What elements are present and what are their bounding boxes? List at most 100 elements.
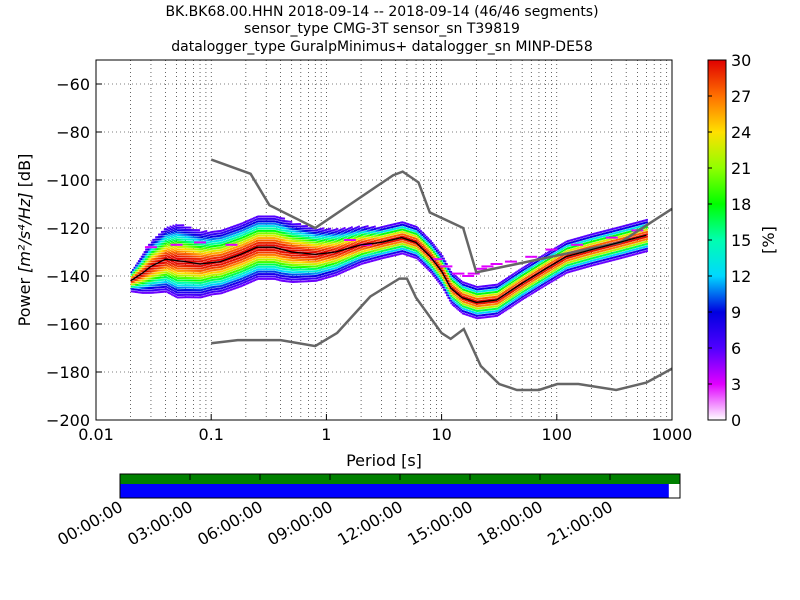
histogram-cell: [183, 241, 186, 244]
histogram-cell: [156, 272, 159, 275]
histogram-cell: [287, 244, 290, 247]
histogram-cell: [201, 272, 203, 275]
histogram-cell: [214, 281, 216, 284]
histogram-cell: [349, 231, 352, 234]
histogram-cell: [217, 292, 219, 295]
histogram-cell: [335, 242, 337, 245]
histogram-cell: [290, 256, 293, 259]
histogram-cell: [255, 215, 258, 218]
histogram-cell: [224, 242, 227, 245]
histogram-cell: [186, 226, 189, 229]
histogram-cell: [221, 260, 224, 263]
histogram-cell: [217, 287, 219, 290]
histogram-cell: [283, 236, 286, 239]
histogram-cell: [204, 276, 206, 279]
histogram-cell: [245, 263, 248, 266]
histogram-cell: [281, 258, 284, 261]
histogram-cell: [304, 249, 307, 252]
histogram-cell: [352, 261, 355, 264]
histogram-cell: [168, 246, 170, 249]
histogram-cell: [273, 225, 275, 228]
histogram-cell: [191, 243, 193, 246]
histogram-cell: [392, 247, 395, 250]
histogram-cell: [283, 275, 286, 278]
histogram-cell: [333, 240, 336, 243]
histogram-cell: [422, 235, 425, 238]
histogram-cell: [299, 242, 301, 245]
histogram-cell: [376, 244, 379, 247]
histogram-cell: [362, 235, 365, 238]
histogram-cell: [260, 215, 263, 218]
histogram-cell: [283, 272, 286, 275]
histogram-cell: [263, 256, 265, 259]
histogram-cell: [327, 261, 330, 264]
histogram-cell: [374, 237, 376, 240]
histogram-cell: [378, 231, 381, 234]
histogram-cell: [276, 271, 278, 274]
histogram-cell: [189, 279, 192, 282]
histogram-cell: [166, 231, 169, 234]
histogram-cell: [219, 292, 222, 295]
histogram-cell: [222, 269, 225, 272]
histogram-cell: [458, 283, 461, 286]
histogram-cell: [168, 263, 170, 266]
histogram-cell: [388, 255, 391, 258]
histogram-cell: [168, 234, 170, 237]
histogram-cell: [414, 254, 417, 257]
histogram-cell: [296, 242, 299, 245]
histogram-cell: [368, 260, 371, 263]
histogram-cell: [381, 226, 383, 229]
histogram-cell: [340, 271, 343, 274]
histogram-cell: [276, 256, 278, 259]
histogram-cell: [232, 247, 235, 250]
histogram-cell: [368, 231, 371, 234]
histogram-cell: [181, 238, 183, 241]
histogram-cell: [258, 249, 261, 252]
histogram-cell: [287, 278, 290, 281]
histogram-cell: [297, 225, 300, 228]
histogram-cell: [306, 256, 309, 259]
histogram-cell: [407, 247, 409, 250]
histogram-cell: [194, 253, 196, 256]
histogram-cell: [188, 241, 191, 244]
histogram-cell: [410, 231, 412, 234]
histogram-cell: [189, 262, 192, 265]
histogram-cell: [228, 246, 231, 249]
histogram-cell: [248, 267, 251, 270]
histogram-cell: [181, 286, 183, 289]
histogram-cell: [212, 257, 215, 260]
histogram-cell: [208, 246, 211, 249]
histogram-cell: [241, 258, 244, 261]
histogram-cell: [230, 260, 232, 263]
histogram-cell: [286, 277, 288, 280]
histogram-cell: [156, 257, 159, 260]
histogram-cell: [230, 276, 232, 279]
histogram-cell: [232, 280, 235, 283]
histogram-cell: [284, 265, 287, 268]
histogram-cell: [232, 259, 235, 262]
histogram-cell: [237, 279, 239, 282]
histogram-cell: [312, 277, 314, 280]
histogram-cell: [313, 270, 316, 273]
histogram-cell: [227, 253, 229, 256]
histogram-cell: [248, 271, 251, 274]
histogram-cell: [448, 273, 451, 276]
histogram-cell: [319, 276, 322, 279]
histogram-cell: [277, 221, 280, 224]
histogram-cell: [407, 237, 409, 240]
histogram-cell: [199, 269, 202, 272]
histogram-cell: [414, 232, 417, 235]
histogram-cell: [461, 286, 464, 289]
histogram-cell: [186, 274, 189, 277]
histogram-cell: [287, 242, 290, 245]
histogram-cell: [348, 265, 350, 268]
histogram-cell: [438, 256, 441, 259]
histogram-cell: [427, 237, 430, 240]
histogram-cell: [234, 275, 237, 278]
histogram-cell: [212, 283, 215, 286]
histogram-cell: [204, 273, 206, 276]
histogram-cell: [254, 266, 257, 269]
histogram-cell: [343, 258, 346, 261]
histogram-cell: [368, 229, 371, 232]
histogram-cell: [231, 276, 234, 279]
